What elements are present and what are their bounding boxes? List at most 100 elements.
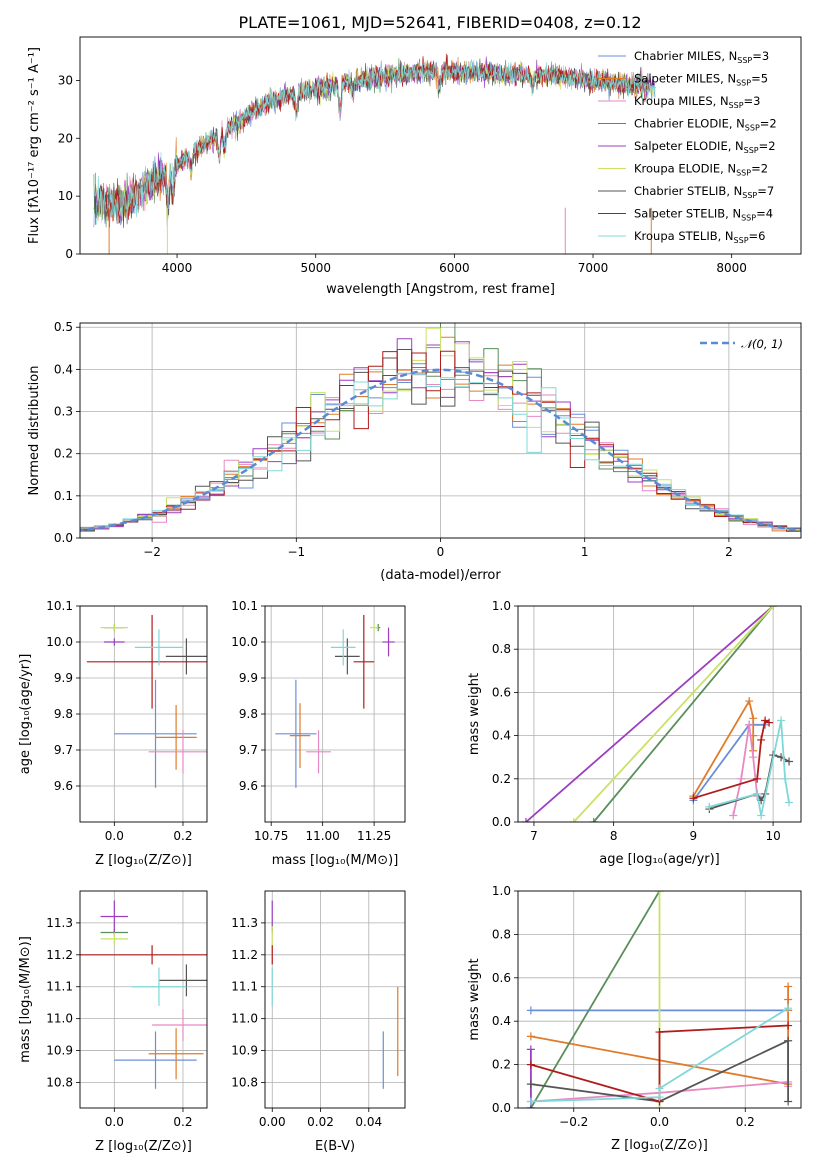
y-tick-label: 0.2 — [492, 1058, 511, 1072]
weight-marker — [749, 753, 758, 762]
y-tick-label: 10.1 — [231, 599, 258, 613]
weight-marker — [655, 1084, 664, 1093]
x-tick-label: 0.2 — [736, 1115, 755, 1129]
y-tick-label: 1.0 — [492, 599, 511, 613]
legend-text: Kroupa STELIB, N — [634, 229, 734, 243]
spectrum-lines — [93, 53, 656, 254]
legend-sub: SSP — [737, 56, 752, 65]
legend-sub: SSP — [736, 169, 751, 178]
weight-marker — [784, 1004, 793, 1013]
weight-marker — [569, 818, 578, 822]
y-axis-label: mass weight — [467, 958, 482, 1040]
x-axis-label: age [log₁₀(age/yr)] — [599, 852, 720, 867]
plot-frame — [264, 605, 406, 823]
y-tick-label: 9.9 — [239, 671, 258, 685]
weight-series-3 — [530, 891, 661, 1108]
y-tick-label: 10.0 — [46, 635, 73, 649]
legend-sub: SSP — [742, 191, 757, 200]
x-tick-label: −2 — [143, 545, 161, 559]
plot-frame — [79, 890, 208, 1109]
weight-series-7 — [530, 1024, 789, 1103]
weight-marker — [757, 735, 766, 744]
x-tick-label: 8 — [610, 829, 618, 843]
x-tick-label: 4000 — [162, 261, 193, 275]
x-tick-label: −0.2 — [559, 1115, 588, 1129]
weight-marker — [589, 818, 598, 822]
legend-tail: =2 — [760, 117, 777, 131]
legend-entry: Chabrier ELODIE, NSSP=2 — [634, 117, 777, 133]
y-tick-label: 11.1 — [231, 980, 258, 994]
weight-marker — [705, 802, 714, 811]
plot-frame — [79, 605, 208, 823]
legend-sub: SSP — [736, 79, 751, 88]
legend-text: Kroupa ELODIE, N — [634, 162, 736, 176]
y-tick-label: 10.9 — [46, 1044, 73, 1058]
y-axis-label: mass [log₁₀(M/M⊙)] — [18, 936, 33, 1063]
weight-marker — [761, 716, 770, 725]
weight-marker — [526, 1080, 535, 1089]
legend-sub: SSP — [734, 236, 749, 245]
x-tick-label: 11.00 — [305, 829, 339, 843]
y-axis-label: Normed distribution — [27, 366, 42, 496]
y-tick-label: 0.0 — [54, 531, 73, 545]
legend-sub: SSP — [741, 214, 756, 223]
y-axis-label: age [log₁₀(age/yr)] — [18, 654, 33, 775]
weight-series-6 — [530, 1039, 789, 1103]
plot-frame — [517, 605, 802, 823]
x-tick-label: 0.2 — [173, 829, 192, 843]
y-tick-label: 0.2 — [54, 447, 73, 461]
y-tick-label: 0.8 — [492, 642, 511, 656]
plot-frame — [517, 890, 802, 1109]
spectrum-series-8 — [96, 59, 656, 225]
weight-marker — [784, 1036, 793, 1045]
legend-sub: SSP — [745, 124, 760, 133]
histograms — [80, 323, 801, 534]
legend-tail: =4 — [756, 207, 773, 221]
weight-series-8 — [709, 720, 790, 816]
y-tick-label: 10.0 — [231, 635, 258, 649]
weight-lines — [521, 606, 794, 822]
errorbars — [271, 900, 399, 1089]
x-tick-label: 7000 — [578, 261, 609, 275]
weight-marker — [757, 811, 766, 820]
weight-marker — [765, 718, 774, 727]
x-axis-label: wavelength [Angstrom, rest frame] — [326, 282, 555, 297]
x-tick-label: 5000 — [300, 261, 331, 275]
x-tick-label: 9 — [690, 829, 698, 843]
x-axis-label: mass [log₁₀(M/M⊙)] — [272, 853, 399, 868]
y-tick-label: 0.3 — [54, 405, 73, 419]
y-tick-label: 10.1 — [46, 599, 73, 613]
x-tick-label: 0.02 — [307, 1115, 334, 1129]
legend-tail: =6 — [749, 229, 766, 243]
x-axis-label: Z [log₁₀(Z/Z⊙)] — [95, 1139, 192, 1154]
weight-marker — [784, 982, 793, 991]
x-tick-label: 8000 — [716, 261, 747, 275]
weight-marker — [749, 714, 758, 723]
y-tick-label: 10 — [58, 189, 73, 203]
weight-series-8 — [530, 1007, 789, 1103]
gaussian-curve — [80, 368, 801, 532]
legend-tail: =2 — [751, 162, 768, 176]
y-tick-label: 11.3 — [231, 916, 258, 930]
weight-marker — [729, 811, 738, 820]
weight-marker — [745, 697, 754, 706]
legend-sub: SSP — [744, 146, 759, 155]
errorbars — [80, 900, 207, 1089]
y-tick-label: 9.9 — [54, 671, 73, 685]
y-axis-label: mass weight — [467, 673, 482, 755]
y-tick-label: 10.8 — [231, 1075, 258, 1089]
weight-marker — [781, 774, 790, 783]
y-tick-label: 0.4 — [492, 729, 511, 743]
legend-entry: Salpeter MILES, NSSP=5 — [634, 72, 768, 88]
weight-series-5 — [573, 606, 774, 822]
figure-title: PLATE=1061, MJD=52641, FIBERID=0408, z=0… — [238, 13, 641, 32]
x-tick-label: 0.0 — [650, 1115, 669, 1129]
weight-marker — [689, 794, 698, 803]
weight-marker — [526, 1060, 535, 1069]
x-tick-label: 0.00 — [259, 1115, 286, 1129]
y-tick-label: 0.0 — [492, 1101, 511, 1115]
weight-marker — [753, 774, 762, 783]
weight-marker — [526, 1097, 535, 1106]
y-tick-label: 30 — [58, 73, 73, 87]
legend-text: Chabrier STELIB, N — [634, 184, 742, 198]
